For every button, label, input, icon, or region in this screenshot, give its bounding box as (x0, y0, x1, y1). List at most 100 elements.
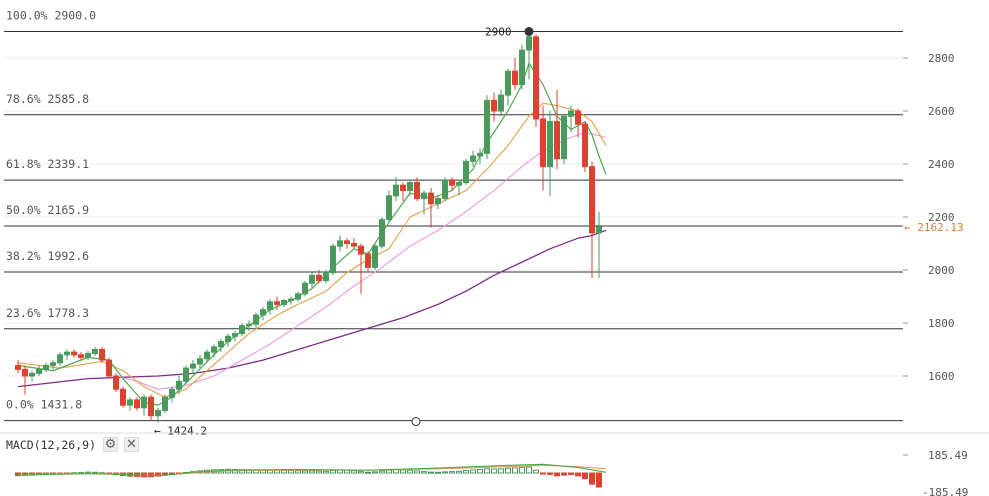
candle-body (295, 293, 301, 300)
candle-body (400, 184, 406, 191)
macd-histogram-bar (540, 472, 546, 475)
candle-body (484, 99, 490, 154)
candle-body (120, 388, 126, 406)
candle (246, 320, 252, 331)
candle-body (505, 70, 511, 96)
candle (421, 190, 427, 215)
candle (155, 407, 161, 423)
candle (547, 111, 553, 196)
candle (302, 280, 308, 297)
candle (526, 31, 532, 80)
candle (519, 44, 525, 90)
candle-body (134, 399, 140, 409)
candle-body (575, 110, 581, 125)
fib-level-label: 0.0% 1431.8 (6, 398, 82, 412)
current-price-label: ← 2162.13 (904, 221, 964, 234)
fib-level-label: 23.6% 1778.3 (6, 306, 89, 320)
candle-body (85, 352, 91, 358)
candle (113, 373, 119, 392)
candle-body (449, 179, 455, 186)
candle (288, 296, 294, 305)
macd-histogram-bar (288, 470, 294, 474)
candle (29, 370, 35, 382)
macd-histogram-bar (463, 469, 469, 474)
macd-histogram-bar (330, 469, 336, 474)
gear-icon[interactable]: ⚙ (103, 437, 118, 452)
candle-body (22, 368, 28, 377)
close-icon[interactable]: ✕ (124, 437, 139, 452)
candle (253, 312, 259, 329)
macd-histogram-bar (477, 469, 483, 474)
macd-histogram-bar (365, 471, 371, 474)
macd-histogram-bar (456, 470, 462, 474)
candle-body (330, 245, 336, 274)
candle-body (554, 121, 560, 160)
macd-histogram-bar (554, 472, 560, 477)
candle-body (141, 396, 147, 409)
ma-long-line (17, 229, 607, 388)
grid-lines (4, 57, 903, 377)
candle (484, 95, 490, 159)
candle (379, 217, 385, 249)
candle-body (358, 245, 364, 255)
candle (428, 187, 434, 228)
candle (582, 121, 588, 172)
macd-histogram-bar (386, 469, 392, 474)
candle (169, 386, 175, 403)
macd-histogram-bar (351, 470, 357, 474)
macd-histogram-bar (400, 469, 406, 474)
macd-panel: 185.49 -185.49 (0, 432, 989, 496)
candle (456, 179, 462, 196)
low-point-label: ← 1424.2 (154, 425, 207, 438)
candle-body (302, 282, 308, 295)
candle-body (183, 367, 189, 382)
candle-body (589, 166, 595, 234)
candle (78, 352, 84, 361)
fib-level-label: 61.8% 2339.1 (6, 157, 89, 171)
candle-body (64, 351, 70, 356)
y-axis-tick-label: 2600 (928, 105, 955, 118)
candle-body (288, 298, 294, 301)
candle-body (127, 399, 133, 406)
macd-line (17, 463, 607, 477)
candle-body (470, 155, 476, 162)
candle (365, 251, 371, 273)
candle (393, 177, 399, 202)
macd-histogram-bar (316, 470, 322, 474)
macd-histogram-bar (505, 467, 511, 474)
macd-scale-bottom: -185.49 (922, 486, 968, 496)
fib-level-label: 50.0% 2165.9 (6, 203, 89, 217)
candle (470, 150, 476, 167)
candle-body (211, 346, 217, 353)
candle (99, 346, 105, 363)
candle-body (379, 219, 385, 247)
candle-body (393, 184, 399, 197)
candle-body (162, 396, 168, 411)
candle (449, 177, 455, 191)
candle-body (498, 94, 504, 112)
candle (211, 344, 217, 358)
candle (239, 323, 245, 337)
candle (106, 357, 112, 379)
candle-body (372, 245, 378, 268)
candle (267, 299, 273, 316)
candle (330, 243, 336, 276)
candle-body (477, 152, 483, 157)
candle-body (365, 253, 371, 268)
macd-histogram-bar (372, 471, 378, 474)
candle (190, 360, 196, 374)
candle-body (57, 354, 63, 364)
candle-body (540, 118, 546, 168)
candle (162, 394, 168, 414)
candle (477, 148, 483, 164)
fibonacci-levels: 100.0% 2900.0 78.6% 2585.8 61.8% 2339.1 50.… (4, 9, 903, 422)
candle (92, 346, 98, 357)
candle-body (29, 372, 35, 377)
candle (127, 397, 133, 411)
candle (85, 350, 91, 361)
candle (232, 330, 238, 342)
candle (358, 243, 364, 294)
candle-body (232, 333, 238, 337)
candle-body (281, 299, 287, 305)
